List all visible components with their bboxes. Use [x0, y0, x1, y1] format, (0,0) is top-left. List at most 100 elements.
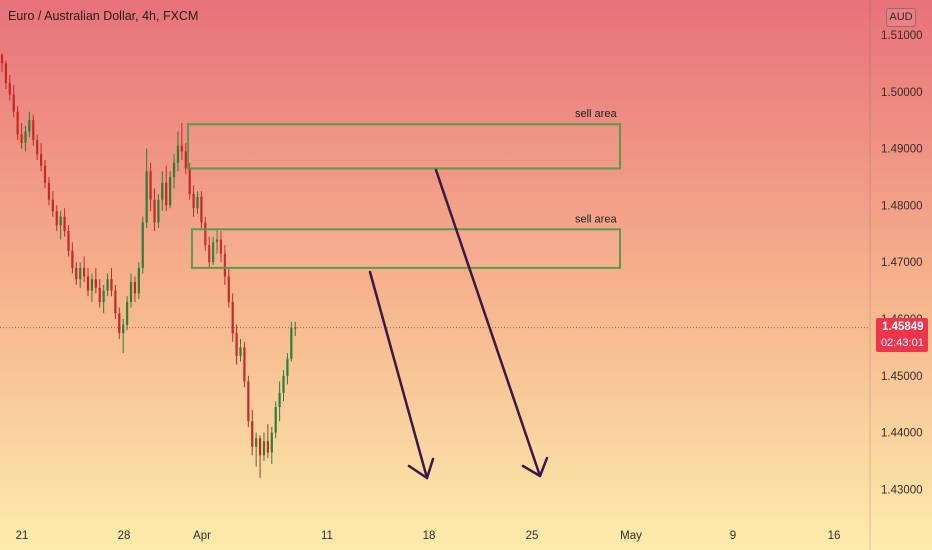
candle-body — [83, 267, 86, 277]
time-tick-label: 25 — [526, 530, 539, 542]
candle-body — [255, 438, 258, 447]
sell-zone-label: sell area — [575, 213, 617, 225]
candle-body — [278, 392, 281, 408]
candle-body — [4, 63, 8, 84]
candle-body — [24, 131, 27, 143]
price-tick-label: 1.49000 — [881, 144, 923, 156]
candle-body — [79, 267, 82, 280]
candle-body — [274, 407, 277, 433]
time-tick-label: 11 — [321, 530, 333, 542]
candle-body — [196, 196, 199, 209]
candle-body — [270, 432, 273, 453]
candle-body — [59, 216, 62, 226]
candle-body — [75, 267, 78, 280]
arrow-2-shaft — [434, 168, 542, 478]
time-tick-label: May — [620, 530, 642, 542]
time-tick-label: Apr — [193, 530, 211, 542]
candle-body — [282, 375, 285, 393]
price-tick-label: 1.51000 — [881, 30, 923, 42]
price-tick-label: 1.47000 — [881, 257, 923, 269]
candle-body — [63, 216, 66, 231]
candle-body — [98, 287, 101, 302]
sell-zone-label: sell area — [575, 108, 617, 120]
time-tick-label: 16 — [828, 530, 841, 542]
candle-body — [145, 171, 148, 223]
price-tick-label: 1.50000 — [881, 87, 923, 99]
candle-body — [8, 83, 11, 95]
price-tick-label: 1.45000 — [881, 371, 923, 383]
candle-body — [184, 151, 187, 169]
candle-body — [51, 199, 54, 212]
bar-countdown: 02:43:01 — [881, 337, 924, 349]
candle-body — [110, 279, 113, 291]
candle-body — [141, 222, 144, 268]
candle-body — [55, 211, 58, 226]
candle-body — [114, 290, 117, 314]
time-tick-label: 9 — [730, 530, 736, 542]
candle-body — [266, 441, 269, 453]
candle-body — [94, 279, 97, 288]
candle-body — [188, 168, 191, 195]
candle-body — [102, 290, 105, 302]
candle-body — [294, 327, 297, 329]
candle-body — [133, 282, 137, 294]
projection-arrows — [368, 168, 549, 480]
sell-zones-group: sell area sell area — [187, 108, 621, 269]
candle-body — [223, 253, 226, 277]
arrow-1-shaft — [368, 270, 429, 480]
candle-body — [212, 242, 215, 263]
sell-zone[interactable] — [187, 123, 621, 170]
candle-body — [169, 177, 172, 206]
candle-body — [239, 347, 242, 356]
currency-badge[interactable]: AUD — [886, 8, 916, 27]
sell-zone[interactable] — [191, 228, 621, 269]
candle-body — [71, 250, 74, 268]
candle-body — [118, 313, 121, 334]
candle-body — [129, 282, 133, 302]
price-tick-label: 1.44000 — [881, 428, 923, 440]
candle-body — [231, 301, 234, 334]
current-price-tag: 1.45849 02:43:01 — [876, 318, 928, 352]
candle-body — [200, 196, 203, 223]
price-tick-label: 1.48000 — [881, 200, 923, 212]
candle-body — [137, 267, 140, 294]
candle-body — [251, 421, 254, 447]
candle-body — [149, 171, 152, 200]
candle-body — [219, 239, 223, 254]
candle-body — [126, 301, 129, 325]
candle-body — [106, 279, 109, 291]
candle-body — [0, 54, 4, 64]
candle-body — [32, 120, 35, 141]
time-axis[interactable]: 21 28 Apr 11 18 25 May 9 16 — [16, 530, 841, 542]
candle-body — [90, 279, 94, 291]
candle-body — [43, 165, 47, 183]
candle-body — [235, 333, 238, 356]
candle-body — [47, 182, 51, 200]
candle-body — [286, 358, 289, 376]
arrow-1-head — [407, 457, 435, 480]
candle-body — [204, 222, 207, 246]
candle-body — [227, 276, 230, 302]
candle-body — [180, 145, 183, 152]
time-tick-label: 21 — [16, 530, 29, 542]
candle-body — [165, 182, 168, 206]
candle-body — [12, 94, 15, 112]
candle-body — [40, 154, 43, 166]
candle-body — [86, 276, 90, 291]
time-tick-label: 18 — [423, 530, 436, 542]
candle-body — [290, 327, 293, 359]
candles-group — [0, 53, 297, 479]
candle-body — [20, 134, 23, 143]
candle-body — [208, 245, 211, 263]
candle-body — [157, 199, 160, 223]
candle-body — [243, 347, 246, 382]
time-tick-label: 28 — [118, 530, 131, 542]
current-price-value: 1.45849 — [882, 321, 924, 333]
symbol-title[interactable]: Euro / Australian Dollar, 4h, FXCM — [8, 9, 199, 23]
candle-body — [247, 381, 250, 422]
candle-body — [122, 324, 125, 334]
candle-body — [153, 199, 156, 223]
candle-body — [161, 182, 164, 200]
candle-body — [215, 239, 219, 243]
